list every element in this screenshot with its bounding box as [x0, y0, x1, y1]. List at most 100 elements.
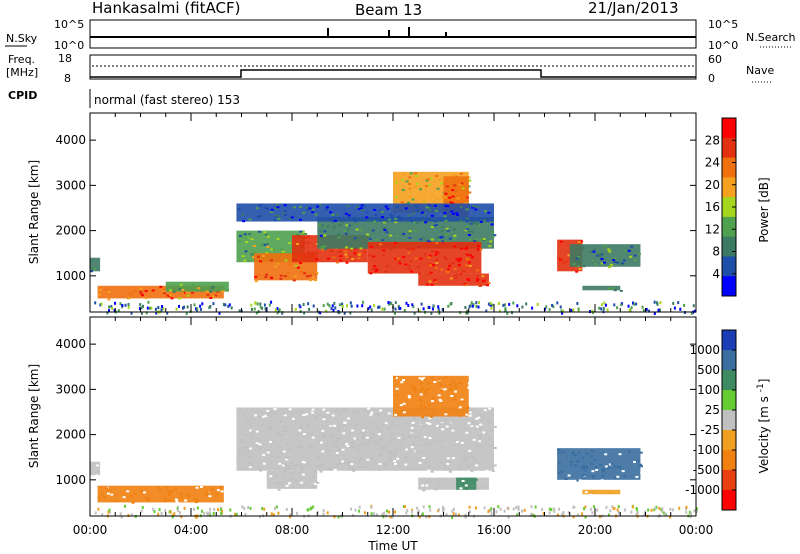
x-tick-label: 12:00 [376, 523, 411, 537]
velocity-speckle [472, 438, 476, 441]
velocity-colorbar-swatch [722, 410, 736, 431]
power-speckle [424, 221, 428, 224]
power-noise-speck [498, 309, 501, 313]
power-speckle [315, 272, 319, 274]
power-speckle [426, 239, 430, 242]
velocity-noise-speck [428, 505, 431, 509]
power-speckle [589, 251, 593, 254]
power-speckle [427, 256, 431, 259]
power-speckle [600, 262, 604, 265]
velocity-speckle [306, 424, 310, 427]
power-noise-speck [99, 303, 102, 307]
velocity-noise-speck [229, 508, 232, 512]
velocity-speckle [387, 442, 391, 444]
velocity-speckle [438, 383, 442, 386]
power-colorbar-swatch [722, 197, 736, 218]
power-noise-speck [516, 304, 519, 308]
velocity-speckle [322, 416, 326, 418]
power-speckle [388, 218, 392, 221]
power-noise-speck [658, 308, 661, 312]
power-speckle [279, 277, 283, 280]
velocity-noise-speck [453, 507, 455, 511]
velocity-speckle [412, 417, 416, 420]
velocity-noise-speck [685, 510, 688, 514]
power-speckle [311, 276, 315, 279]
velocity-noise-speck [364, 511, 366, 515]
power-speckle [324, 248, 328, 251]
velocity-speckle [236, 461, 240, 464]
velocity-noise-speck [405, 511, 408, 515]
power-speckle [302, 211, 306, 214]
velocity-noise-speck [584, 505, 587, 509]
power-noise-speck [502, 303, 505, 307]
power-speckle [415, 182, 419, 185]
velocity-speckle [341, 409, 345, 412]
velocity-noise-speck [474, 506, 477, 510]
velocity-speckle [356, 437, 360, 440]
velocity-noise-speck [512, 507, 515, 511]
velocity-speckle [300, 467, 304, 470]
velocity-speckle [293, 468, 296, 471]
power-speckle [371, 229, 375, 232]
power-speckle [299, 262, 303, 264]
power-noise-speck [199, 304, 202, 308]
velocity-speckle [431, 400, 434, 403]
power-speckle [444, 204, 448, 207]
velocity-speckle [369, 457, 373, 460]
velocity-speckle [335, 439, 339, 442]
power-speckle [280, 248, 284, 251]
power-noise-speck [201, 302, 204, 306]
power-speckle [416, 209, 420, 212]
power-speckle [438, 238, 441, 241]
velocity-speckle [278, 433, 282, 436]
velocity-speckle [404, 455, 408, 458]
power-noise-speck [383, 307, 386, 311]
power-speckle [381, 216, 384, 219]
power-speckle [327, 257, 330, 260]
power-speckle [418, 202, 422, 205]
velocity-speckle [249, 429, 253, 432]
power-noise-speck [552, 305, 555, 309]
power-speckle [413, 229, 417, 232]
velocity-speckle [289, 461, 293, 464]
velocity-noise-speck [316, 511, 319, 514]
power-speckle [629, 255, 633, 258]
velocity-speckle [430, 376, 434, 379]
power-speckle [289, 217, 292, 220]
velocity-noise-speck [404, 505, 406, 509]
power-speckle [277, 218, 281, 220]
power-noise-speck [199, 307, 202, 311]
velocity-speckle [469, 423, 473, 426]
power-speckle [429, 271, 433, 274]
power-speckle [471, 256, 475, 259]
velocity-noise-speck [244, 512, 247, 516]
velocity-speckle [394, 413, 398, 416]
velocity-noise-speck [664, 512, 667, 516]
power-speckle [408, 236, 412, 239]
velocity-speckle [485, 487, 489, 490]
velocity-speckle [593, 458, 597, 461]
power-echo-region [569, 244, 641, 269]
velocity-noise-speck [613, 506, 616, 510]
power-speckle [582, 265, 586, 268]
power-noise-speck [508, 302, 511, 306]
power-speckle [467, 279, 471, 282]
power-speckle [179, 283, 183, 286]
velocity-colorbar-label-end: ] [757, 379, 771, 384]
velocity-speckle [126, 490, 130, 493]
velocity-speckle [171, 490, 175, 492]
velocity-noise-speck [490, 512, 493, 516]
power-noise-speck [227, 304, 230, 308]
power-speckle [468, 238, 472, 241]
velocity-speckle [367, 407, 371, 410]
velocity-speckle [443, 464, 446, 467]
power-speckle [623, 259, 626, 262]
velocity-speckle [400, 381, 404, 384]
velocity-speckle [462, 455, 465, 458]
velocity-speckle [292, 486, 296, 489]
power-noise-speck [332, 308, 335, 312]
velocity-speckle [278, 449, 282, 452]
power-speckle [373, 208, 377, 211]
velocity-speckle [485, 469, 489, 472]
power-speckle [298, 205, 302, 208]
